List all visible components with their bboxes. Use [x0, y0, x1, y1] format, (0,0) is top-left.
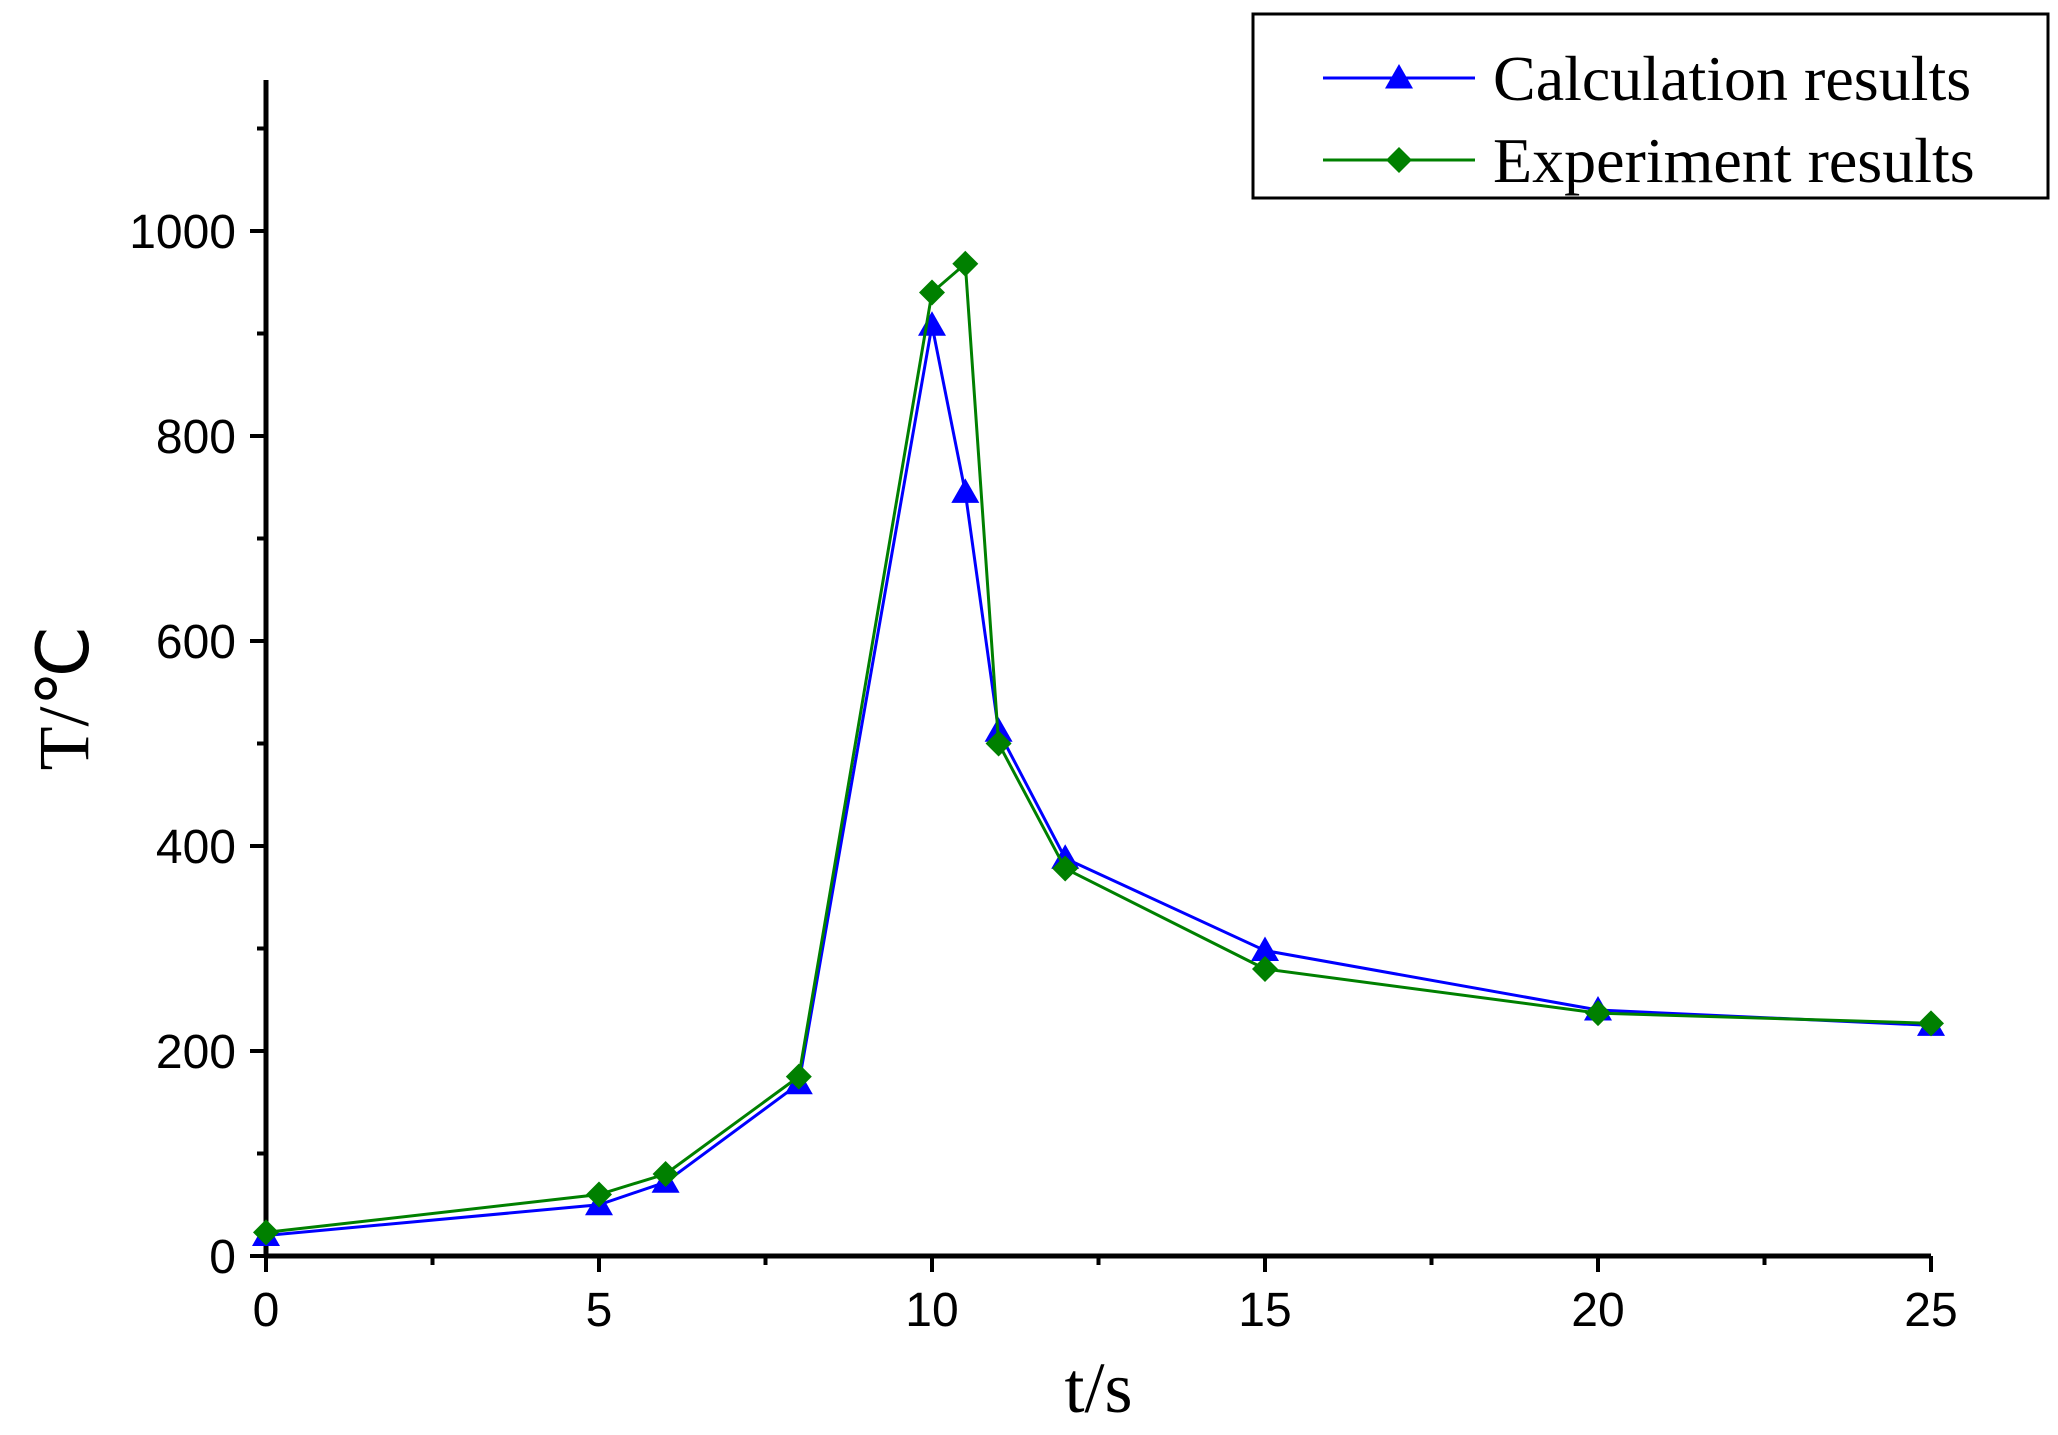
legend-box — [1251, 12, 2050, 200]
data-point — [652, 1161, 679, 1187]
data-point — [918, 311, 946, 336]
data-point — [919, 279, 945, 306]
data-point — [253, 1219, 279, 1246]
axis-ticks: 0 5 10 15 20 25 0 200 400 600 800 1000 — [129, 126, 1958, 1337]
y-tick-label: 600 — [156, 616, 236, 669]
data-point — [785, 1063, 812, 1090]
data-point — [952, 250, 979, 277]
series-2 — [253, 250, 1944, 1246]
data-point — [1918, 1010, 1944, 1037]
legend-label: Experiment results — [1493, 125, 1975, 196]
series-line — [265, 260, 1932, 1234]
y-axis-title: T/℃ — [24, 626, 104, 771]
y-tick-label: 200 — [156, 1026, 236, 1079]
series-line — [265, 325, 1932, 1237]
x-axis-title: t/s — [1064, 1348, 1132, 1428]
axes — [263, 80, 1931, 1259]
legend-marker — [1386, 147, 1412, 173]
data-point — [1251, 936, 1279, 962]
data-point — [1585, 1000, 1611, 1027]
y-tick-label: 1000 — [129, 206, 236, 259]
y-tick-label: 400 — [156, 821, 236, 874]
series-group — [252, 250, 1945, 1246]
data-point — [1252, 956, 1278, 982]
x-tick-label: 10 — [905, 1284, 958, 1337]
data-point — [1052, 855, 1079, 882]
legend-marker — [1385, 64, 1413, 89]
x-tick-label: 20 — [1571, 1284, 1624, 1337]
x-tick-label: 0 — [253, 1284, 280, 1337]
y-tick-label: 800 — [156, 411, 236, 464]
data-point — [586, 1181, 612, 1208]
y-tick-label: 0 — [209, 1231, 236, 1284]
x-tick-label: 15 — [1238, 1284, 1291, 1337]
x-tick-label: 5 — [586, 1284, 613, 1337]
legend-label: Calculation results — [1493, 43, 1971, 114]
legend: Calculation results Experiment results — [1251, 12, 2050, 200]
data-point — [951, 478, 980, 503]
x-tick-label: 25 — [1904, 1284, 1957, 1337]
series-1 — [252, 311, 1945, 1246]
data-point — [985, 730, 1012, 757]
